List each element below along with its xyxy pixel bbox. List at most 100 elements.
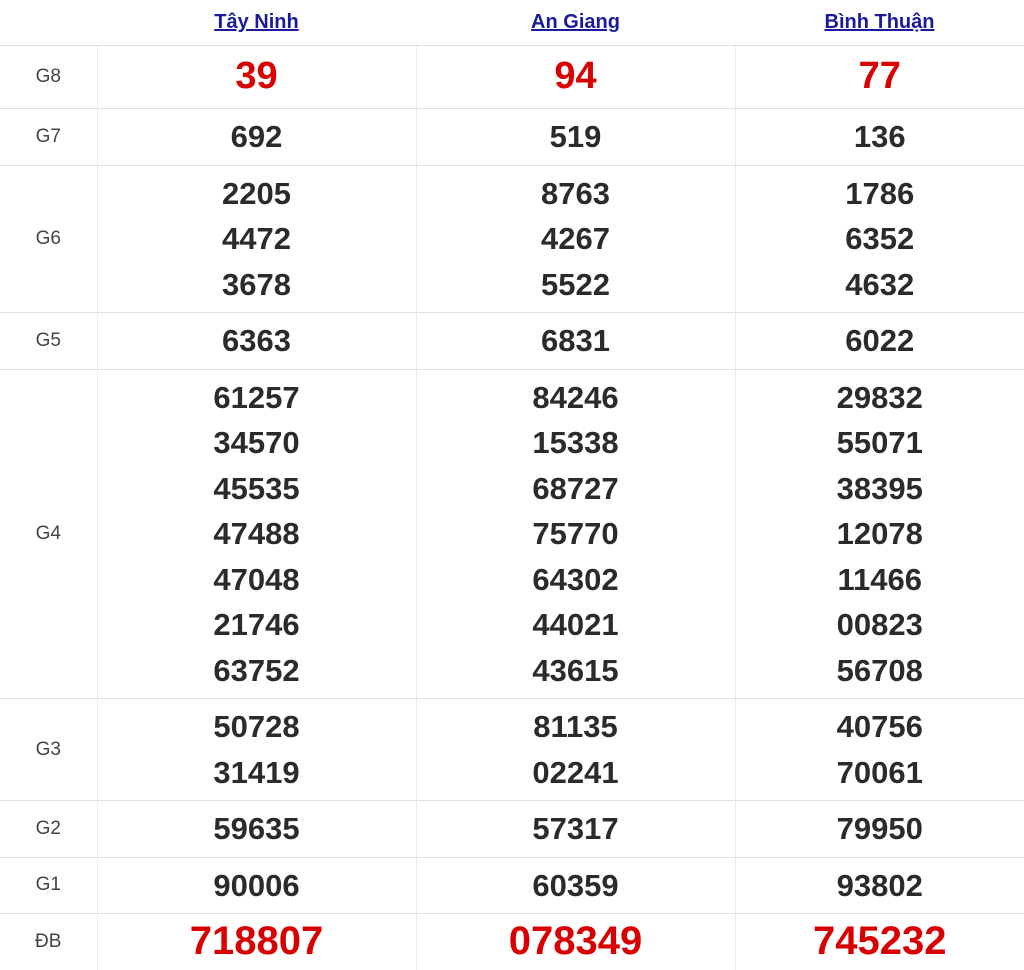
result-number: 15338 [417, 420, 735, 466]
result-number: 47488 [98, 511, 416, 557]
result-number: 745232 [736, 919, 1024, 965]
result-number: 692 [98, 114, 416, 160]
result-number: 57317 [417, 806, 735, 852]
province-header: Bình Thuận [735, 0, 1024, 46]
province-link-an-giang[interactable]: An Giang [531, 11, 620, 33]
result-cell: 60359 [416, 857, 735, 914]
province-link-binh-thuan[interactable]: Bình Thuận [825, 11, 935, 33]
result-cell: 692 [97, 109, 416, 166]
result-cell: 6831 [416, 313, 735, 370]
result-cell: 93802 [735, 857, 1024, 914]
result-number: 70061 [736, 750, 1024, 796]
result-number: 11466 [736, 557, 1024, 603]
result-number: 90006 [98, 863, 416, 909]
prize-label: ĐB [0, 914, 97, 970]
result-number: 94 [417, 54, 735, 100]
result-number: 31419 [98, 750, 416, 796]
result-number: 078349 [417, 919, 735, 965]
result-cell: 718807 [97, 914, 416, 970]
result-cell: 57317 [416, 801, 735, 858]
result-number: 93802 [736, 863, 1024, 909]
result-number: 59635 [98, 806, 416, 852]
prize-label: G4 [0, 369, 97, 699]
result-cell: 078349 [416, 914, 735, 970]
result-cell: 94 [416, 46, 735, 109]
prize-label: G3 [0, 699, 97, 801]
result-cell: 39 [97, 46, 416, 109]
result-number: 45535 [98, 466, 416, 512]
province-link-tay-ninh[interactable]: Tây Ninh [214, 11, 298, 33]
corner-cell [0, 0, 97, 46]
result-number: 6831 [417, 318, 735, 364]
result-number: 519 [417, 114, 735, 160]
prize-label: G7 [0, 109, 97, 166]
result-cell: 6363 [97, 313, 416, 370]
result-cell: 6022 [735, 313, 1024, 370]
result-cell: 136 [735, 109, 1024, 166]
result-number: 79950 [736, 806, 1024, 852]
result-number: 60359 [417, 863, 735, 909]
result-number: 4472 [98, 216, 416, 262]
result-number: 75770 [417, 511, 735, 557]
result-number: 43615 [417, 648, 735, 694]
result-number: 39 [98, 54, 416, 100]
prize-label: G1 [0, 857, 97, 914]
result-number: 44021 [417, 602, 735, 648]
result-number: 55071 [736, 420, 1024, 466]
result-number: 12078 [736, 511, 1024, 557]
result-cell: 519 [416, 109, 735, 166]
prize-label: G6 [0, 165, 97, 313]
result-cell: 90006 [97, 857, 416, 914]
result-number: 6352 [736, 216, 1024, 262]
result-number: 00823 [736, 602, 1024, 648]
prize-label: G5 [0, 313, 97, 370]
result-number: 68727 [417, 466, 735, 512]
result-number: 8763 [417, 171, 735, 217]
result-number: 21746 [98, 602, 416, 648]
result-number: 63752 [98, 648, 416, 694]
header-row: Tây Ninh An Giang Bình Thuận [0, 0, 1024, 46]
prize-label: G8 [0, 46, 97, 109]
result-number: 84246 [417, 375, 735, 421]
result-number: 61257 [98, 375, 416, 421]
result-cell: 59635 [97, 801, 416, 858]
result-cell: 745232 [735, 914, 1024, 970]
result-number: 47048 [98, 557, 416, 603]
result-number: 3678 [98, 262, 416, 308]
result-number: 4632 [736, 262, 1024, 308]
result-number: 81135 [417, 704, 735, 750]
result-number: 40756 [736, 704, 1024, 750]
result-number: 02241 [417, 750, 735, 796]
result-number: 50728 [98, 704, 416, 750]
result-number: 56708 [736, 648, 1024, 694]
result-number: 34570 [98, 420, 416, 466]
result-number: 64302 [417, 557, 735, 603]
province-header: An Giang [416, 0, 735, 46]
result-number: 77 [736, 54, 1024, 100]
result-number: 29832 [736, 375, 1024, 421]
result-number: 6363 [98, 318, 416, 364]
result-number: 4267 [417, 216, 735, 262]
result-number: 2205 [98, 171, 416, 217]
result-number: 1786 [736, 171, 1024, 217]
prize-label: G2 [0, 801, 97, 858]
result-number: 136 [736, 114, 1024, 160]
result-number: 5522 [417, 262, 735, 308]
result-cell: 77 [735, 46, 1024, 109]
province-header: Tây Ninh [97, 0, 416, 46]
